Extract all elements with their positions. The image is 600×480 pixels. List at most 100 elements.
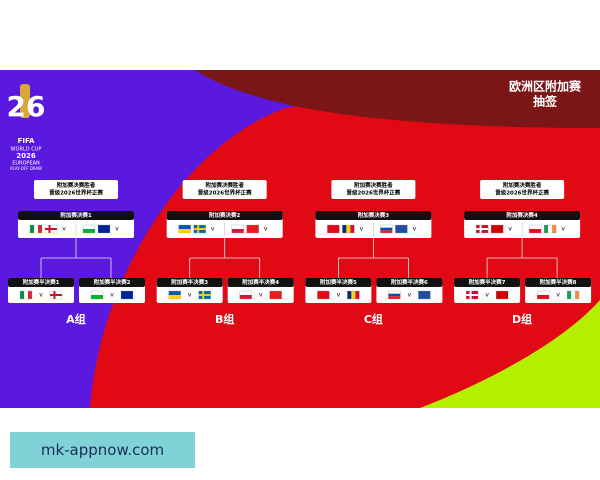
versus: v (413, 226, 417, 233)
flag (355, 291, 360, 299)
semi-title-bar (79, 278, 145, 287)
winner-text: 晋级2026世界杯正赛 (346, 189, 400, 197)
flag (91, 291, 103, 295)
winner-text: 晋级2026世界杯正赛 (198, 189, 252, 197)
winner-text: 晋级2026世界杯正赛 (49, 189, 103, 197)
final-title-bar (166, 211, 283, 220)
flag-border (231, 224, 244, 234)
flag-border (495, 290, 509, 300)
flag (350, 225, 355, 233)
flag (28, 291, 32, 299)
flag-border (528, 224, 542, 234)
flag (269, 291, 282, 299)
winner-box (480, 180, 565, 199)
winner-text: 晋级2026世界杯正赛 (495, 189, 549, 197)
flag (24, 291, 28, 299)
flag (98, 225, 110, 233)
flag-border (380, 224, 393, 234)
flag (342, 225, 347, 233)
watermark: mk-appnow.com (10, 432, 195, 468)
flag (239, 291, 252, 295)
versus: v (408, 292, 412, 299)
final-title-bar (315, 211, 432, 220)
flag (178, 229, 191, 233)
flag (246, 225, 259, 233)
bg-dark-red (195, 70, 600, 128)
flag (496, 291, 509, 299)
flag-border (246, 224, 259, 234)
flag-border (97, 224, 111, 234)
logo-number: 26 (7, 90, 46, 123)
winner-text: 附加赛决赛胜者 (205, 181, 244, 189)
flag-border (536, 290, 550, 300)
flag (418, 291, 431, 299)
final-title-bar (18, 211, 134, 220)
flag (30, 225, 34, 233)
trophy (20, 84, 30, 118)
flag (380, 230, 393, 233)
semi-title: 附加赛半决赛8 (540, 278, 577, 286)
flag-border (465, 290, 479, 300)
flag (491, 225, 504, 233)
flag (45, 228, 57, 230)
semi-title: 附加赛半决赛1 (23, 278, 60, 286)
flag (347, 291, 352, 299)
versus: v (188, 292, 192, 299)
title: 欧洲区附加赛 (509, 79, 582, 94)
flag (168, 295, 181, 299)
versus: v (485, 292, 489, 299)
versus: v (264, 226, 268, 233)
logo-line: PLAY-OFF DRAW (10, 166, 42, 171)
flag-border (29, 224, 43, 234)
flag-border (327, 224, 340, 234)
versus: v (39, 292, 43, 299)
group-label: A组 (66, 312, 86, 326)
flag (231, 225, 244, 229)
flag (239, 295, 252, 299)
flag-border (198, 290, 211, 300)
flag (20, 291, 24, 299)
flag-border (49, 290, 63, 300)
versus: v (62, 226, 66, 233)
winner-box (182, 180, 267, 199)
flag-border (490, 224, 504, 234)
versus: v (508, 226, 512, 233)
flag (388, 293, 401, 297)
versus: v (115, 226, 119, 233)
versus: v (259, 292, 263, 299)
flag (346, 225, 351, 233)
flag (548, 225, 553, 233)
logo-line: EUROPEAN (12, 161, 40, 167)
flag (198, 294, 211, 296)
final-title: 附加赛决赛3 (358, 211, 390, 219)
semi-title-bar (8, 278, 74, 287)
versus: v (211, 226, 215, 233)
flag (231, 229, 244, 233)
flag (544, 225, 549, 233)
final-title: 附加赛决赛4 (506, 211, 538, 219)
bg-lime (420, 300, 600, 408)
semi-title: 附加赛半决赛5 (320, 278, 357, 286)
flag (571, 291, 576, 299)
winner-text: 附加赛决赛胜者 (57, 181, 96, 189)
semi-title-bar (376, 278, 443, 287)
versus: v (110, 292, 114, 299)
final-title: 附加赛决赛1 (60, 211, 92, 219)
flag (121, 291, 133, 299)
flag (388, 291, 401, 294)
flag (83, 225, 95, 229)
semi-title: 附加赛半决赛7 (469, 278, 506, 286)
winner-text: 附加赛决赛胜者 (354, 181, 393, 189)
group-label: C组 (364, 312, 383, 326)
flag (83, 229, 95, 233)
flag-border (347, 290, 360, 300)
flag (351, 291, 356, 299)
flag-border (475, 224, 489, 234)
flag-border (342, 224, 355, 234)
flag (537, 291, 550, 295)
flag-border (395, 224, 408, 234)
semi-title-bar (227, 278, 294, 287)
versus: v (556, 292, 560, 299)
logo-brand: FIFA (18, 137, 35, 145)
flag-border (19, 290, 33, 300)
